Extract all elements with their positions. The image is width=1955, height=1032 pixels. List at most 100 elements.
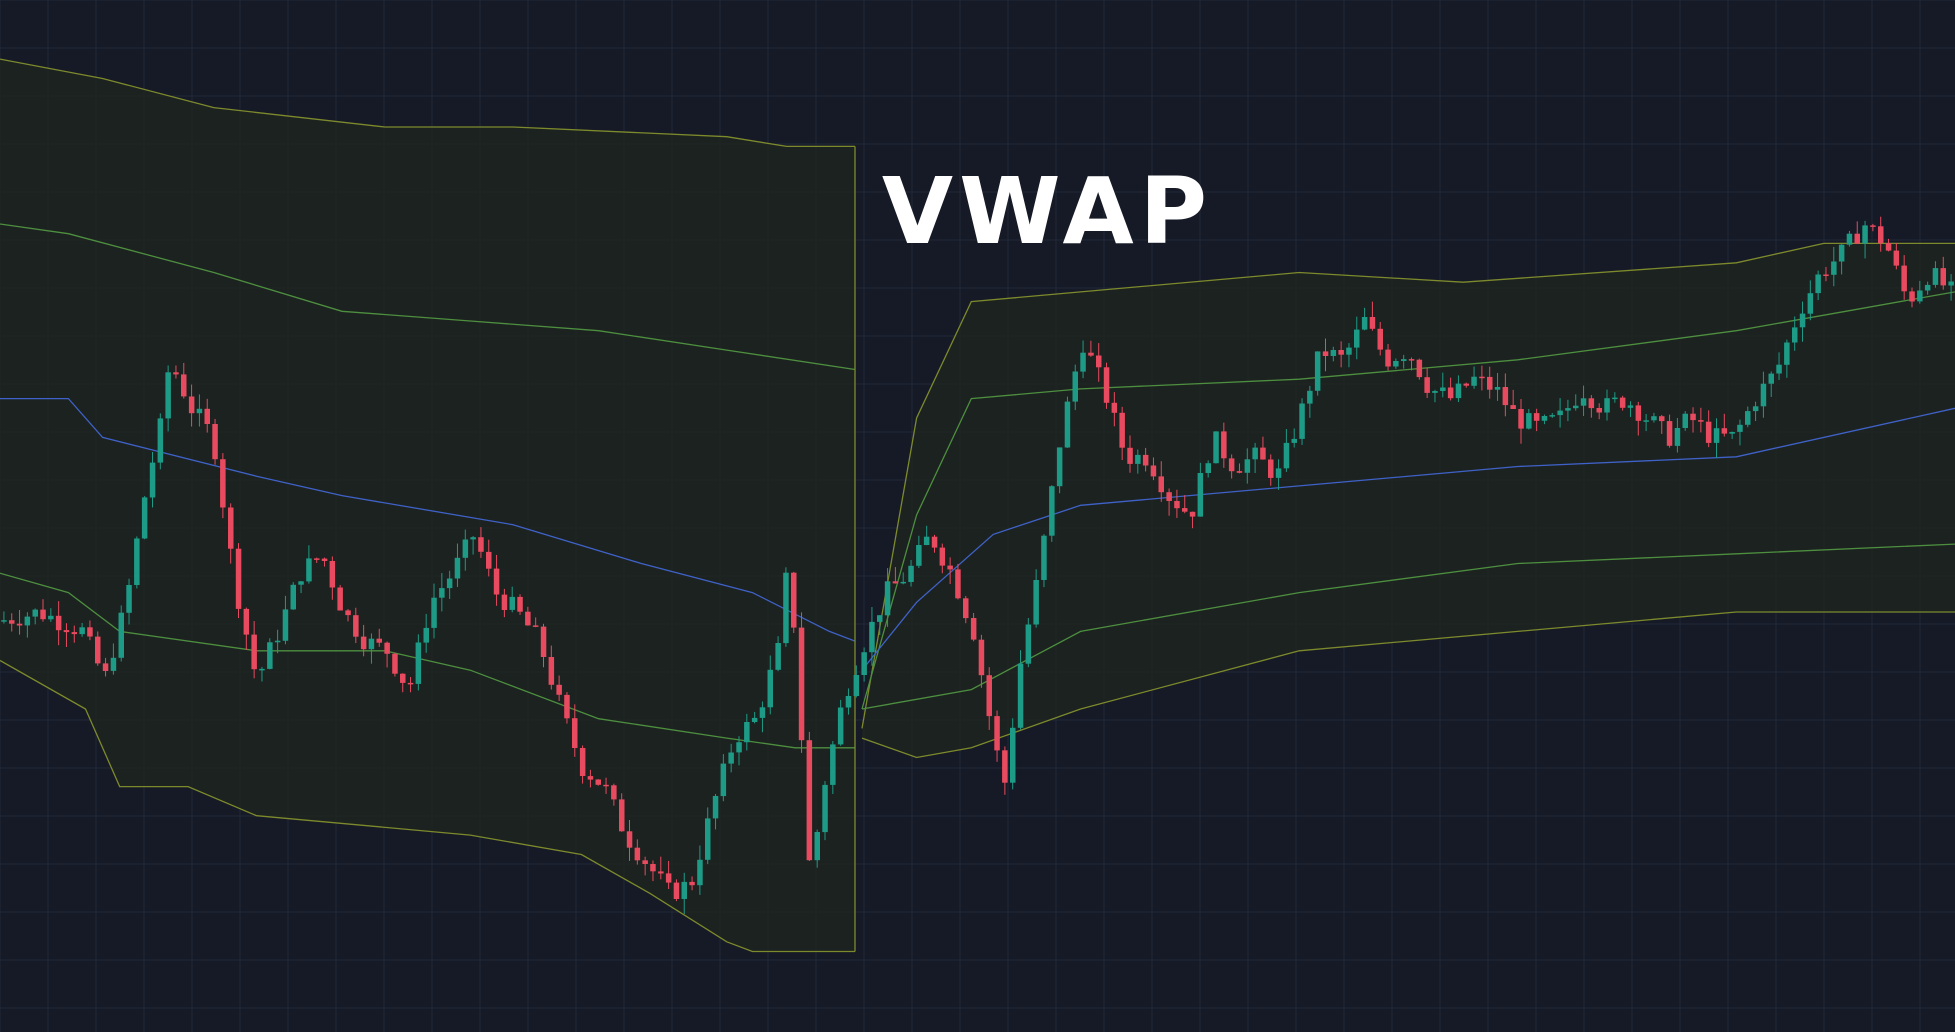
candle-body — [493, 568, 500, 595]
candle-body — [626, 831, 633, 848]
candle-body — [845, 696, 852, 708]
candle-body — [1291, 438, 1297, 443]
candle-body — [1557, 410, 1563, 416]
candle-body — [720, 763, 727, 797]
candle-body — [1627, 405, 1634, 408]
candle-body — [595, 779, 601, 785]
candle-body — [994, 716, 1000, 751]
candle-body — [71, 632, 78, 635]
candle-body — [1064, 401, 1071, 448]
candle-body — [1025, 624, 1032, 664]
candle-body — [931, 536, 938, 548]
candle-body — [1924, 284, 1931, 291]
candle-body — [1393, 361, 1399, 367]
candle-body — [619, 799, 625, 832]
inner-upper-band-session-1 — [0, 223, 856, 371]
candle-body — [798, 627, 805, 741]
candle-body — [963, 598, 969, 619]
candle-body — [63, 630, 70, 633]
candle-body — [1111, 402, 1118, 413]
candle-body — [791, 572, 797, 628]
candle-body — [1236, 471, 1243, 473]
candle-body — [384, 642, 390, 654]
outer-upper-band-session-1 — [0, 58, 855, 148]
candle-body — [1541, 416, 1548, 421]
candle-body — [1447, 387, 1454, 399]
candle-body — [1635, 405, 1642, 421]
candle-body — [611, 785, 617, 800]
candle-body — [947, 565, 953, 570]
candle-body — [744, 722, 750, 743]
candle-body — [501, 594, 508, 610]
candle-body — [188, 396, 195, 414]
candle-body — [1698, 420, 1704, 422]
candle-body — [564, 694, 570, 719]
outer-lower-band-session-2 — [861, 611, 1955, 759]
candle-body — [329, 561, 336, 588]
candle-body — [775, 643, 781, 670]
candle-body — [767, 669, 773, 708]
candle-body — [1596, 408, 1602, 413]
candle-body — [259, 668, 265, 671]
candle-body — [1103, 367, 1110, 403]
candle-body — [1096, 355, 1102, 368]
candle-body — [1072, 371, 1078, 402]
candle-body — [1799, 313, 1806, 328]
candle-body — [1174, 501, 1180, 509]
candle-body — [1463, 383, 1469, 386]
candle-body — [478, 537, 484, 552]
candle-body — [1612, 397, 1618, 400]
candle-body — [1213, 431, 1219, 464]
candle-body — [400, 673, 406, 683]
candle-body — [1807, 293, 1814, 314]
candle-body — [509, 596, 515, 610]
band-fill-session-2 — [862, 243, 1955, 758]
candle-body — [1041, 535, 1047, 580]
candle-body — [298, 581, 304, 585]
candle-body — [751, 717, 758, 722]
candle-body — [1619, 397, 1626, 408]
candle-body — [1752, 406, 1759, 412]
candle-body — [1690, 413, 1696, 421]
candle-body — [1909, 291, 1915, 302]
candle-body — [1565, 408, 1571, 411]
candle-body — [1158, 476, 1164, 493]
candle-body — [1823, 274, 1829, 276]
candle-body — [916, 545, 922, 566]
candle-body — [1526, 413, 1532, 429]
candle-body — [306, 558, 312, 582]
candle-body — [1283, 442, 1290, 469]
candle-body — [282, 609, 289, 641]
candle-body — [556, 684, 562, 695]
outer-lower-band-session-1 — [0, 659, 855, 953]
candle-body — [1659, 416, 1665, 422]
inner-lower-band-session-2 — [861, 543, 1955, 710]
candle-body — [486, 551, 492, 569]
candle-body — [274, 640, 281, 643]
inner-lower-band-session-1 — [0, 572, 855, 749]
candle-body — [1260, 447, 1266, 460]
candle-body — [1408, 359, 1415, 361]
candle-body — [884, 581, 891, 616]
candle-body — [1432, 391, 1438, 393]
candle-body — [1440, 387, 1446, 391]
candle-body — [697, 859, 703, 886]
candle-body — [1228, 458, 1235, 472]
candle-body — [783, 572, 789, 644]
candle-body — [149, 462, 156, 498]
candle-body — [1142, 454, 1149, 466]
candle-body — [1682, 413, 1688, 428]
candle-body — [1776, 364, 1782, 374]
candle-body — [24, 616, 31, 626]
candle-body — [251, 634, 257, 670]
candle-body — [1768, 373, 1774, 384]
candle-body — [634, 847, 641, 861]
candle-body — [1885, 243, 1892, 251]
candle-body — [1846, 233, 1853, 245]
candle-body — [1917, 290, 1923, 302]
candle-body — [658, 871, 664, 874]
candle-body — [345, 610, 351, 616]
candle-body — [673, 882, 680, 899]
vwap-line-session-1 — [0, 397, 856, 642]
candle-body — [134, 538, 140, 585]
